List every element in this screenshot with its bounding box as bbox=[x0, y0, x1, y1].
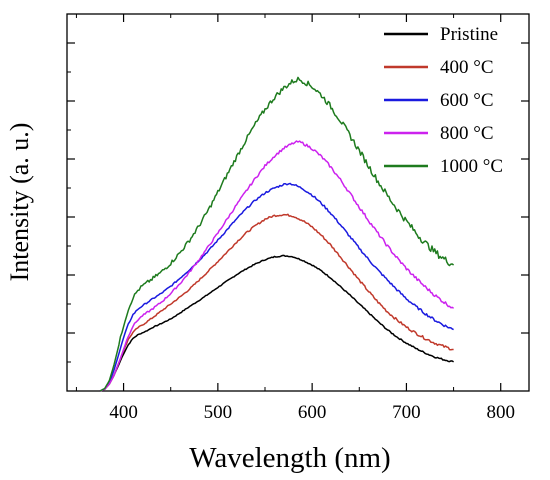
y-axis-title: Intensity (a. u.) bbox=[5, 123, 34, 282]
legend-label-800-c: 800 °C bbox=[440, 123, 494, 144]
series-lines bbox=[99, 76, 455, 392]
series-line-pristine bbox=[99, 254, 455, 392]
series-line-600-c bbox=[99, 182, 454, 392]
legend-label-1000-c: 1000 °C bbox=[440, 156, 503, 177]
legend-label-400-c: 400 °C bbox=[440, 57, 494, 78]
legend-label-pristine: Pristine bbox=[440, 24, 498, 45]
legend: Pristine 400 °C 600 °C 800 °C 1000 °C bbox=[384, 24, 503, 177]
axis-ticks: 400 500 600 700 800 bbox=[67, 14, 529, 423]
x-tick-label: 400 bbox=[109, 402, 138, 423]
series-line-800-c bbox=[99, 140, 455, 392]
x-tick-label: 800 bbox=[486, 402, 515, 423]
plot-area bbox=[66, 13, 530, 392]
x-tick-label: 600 bbox=[298, 402, 327, 423]
x-tick-label: 500 bbox=[204, 402, 233, 423]
series-line-400-c bbox=[99, 213, 454, 392]
legend-label-600-c: 600 °C bbox=[440, 90, 494, 111]
plot-frame bbox=[66, 13, 530, 392]
x-tick-label: 700 bbox=[392, 402, 421, 423]
series-line-1000-c bbox=[99, 76, 455, 392]
x-axis-title: Wavelength (nm) bbox=[189, 442, 390, 474]
